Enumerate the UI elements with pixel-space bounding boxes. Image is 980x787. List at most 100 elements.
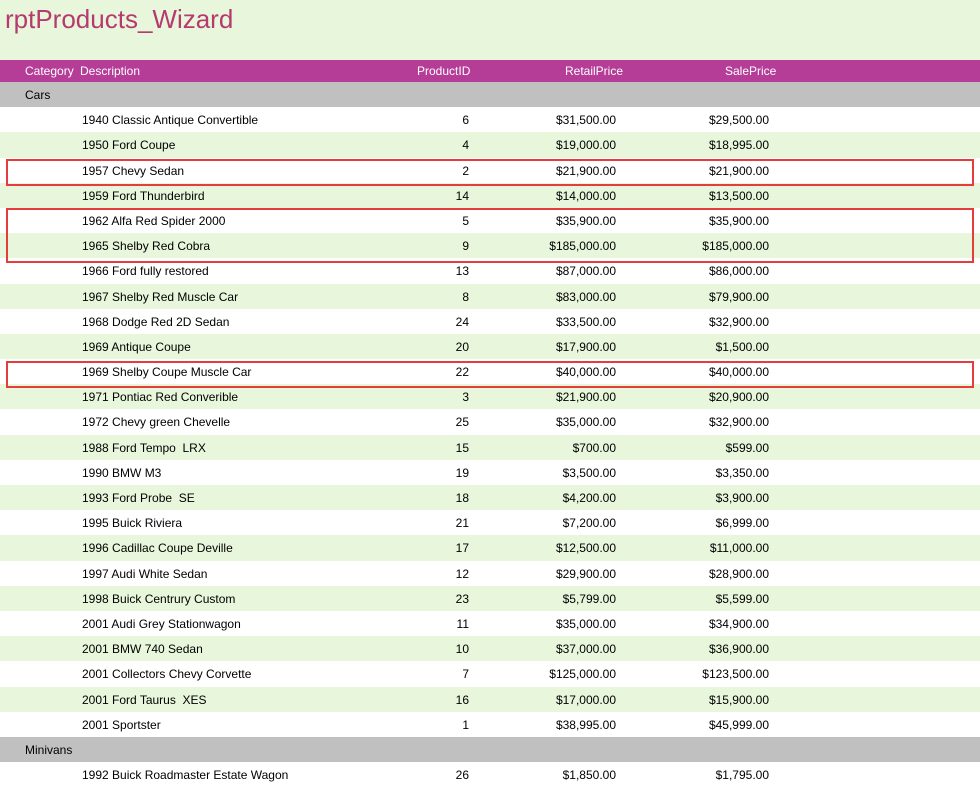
productid-cell: 17	[455, 541, 469, 556]
table-row: 2001 BMW 740 Sedan 10 $37,000.00 $36,900.00	[0, 636, 980, 662]
table-row: 1969 Antique Coupe 20 $17,900.00 $1,500.00	[0, 333, 980, 360]
table-row: 1965 Shelby Red Cobra 9 $185,000.00 $185,00…	[0, 233, 980, 259]
description-cell: 1992 Buick Roadmaster Estate Wagon	[82, 768, 289, 783]
productid-cell: 20	[455, 339, 469, 354]
productid-cell: 6	[462, 113, 469, 128]
productid-cell: 14	[455, 188, 469, 203]
retailprice-cell: $21,900.00	[555, 390, 616, 405]
description-cell: 1968 Dodge Red 2D Sedan	[82, 314, 230, 329]
retailprice-cell: $21,900.00	[555, 163, 616, 178]
description-cell: 1988 Ford Tempo LRX	[82, 440, 206, 455]
saleprice-cell: $29,500.00	[708, 113, 769, 128]
saleprice-cell: $3,900.00	[715, 491, 769, 505]
saleprice-cell: $36,900.00	[708, 642, 769, 657]
saleprice-cell: $79,900.00	[708, 289, 769, 304]
description-cell: 1959 Ford Thunderbird	[82, 188, 205, 203]
description-cell: 2001 Collectors Chevy Corvette	[82, 667, 252, 682]
table-row: 1957 Chevy Sedan 2 $21,900.00 $21,900.00	[0, 157, 980, 183]
description-cell: 1996 Cadillac Coupe Deville	[82, 541, 233, 556]
productid-cell: 16	[455, 692, 469, 707]
column-header-category[interactable]: Category	[25, 64, 74, 78]
table-row: 1988 Ford Tempo LRX 15 $700.00 $599.00	[0, 434, 980, 460]
retailprice-cell: $40,000.00	[555, 365, 616, 380]
saleprice-cell: $21,900.00	[708, 163, 769, 178]
saleprice-cell: $11,000.00	[709, 541, 769, 556]
productid-cell: 21	[455, 516, 469, 531]
saleprice-cell: $45,999.00	[708, 717, 769, 732]
retailprice-cell: $87,000.00	[555, 264, 616, 279]
description-cell: 1990 BMW M3	[82, 465, 162, 480]
table-row: 2001 Ford Taurus XES 16 $17,000.00 $15,900.…	[0, 686, 980, 712]
productid-cell: 23	[455, 591, 469, 606]
retailprice-cell: $700.00	[572, 440, 616, 455]
group-header-row: Minivans	[0, 736, 980, 763]
productid-cell: 22	[455, 365, 469, 380]
description-cell: 2001 Audi Grey Stationwagon	[82, 616, 241, 631]
retailprice-cell: $4,200.00	[562, 491, 616, 505]
saleprice-cell: $5,599.00	[715, 591, 769, 606]
saleprice-cell: $123,500.00	[702, 667, 769, 682]
column-header-productid[interactable]: ProductID	[417, 64, 471, 78]
table-row: 1950 Ford Coupe 4 $19,000.00 $18,995.00	[0, 132, 980, 158]
saleprice-cell: $40,000.00	[708, 365, 769, 380]
table-row: 1967 Shelby Red Muscle Car 8 $83,000.00 $79…	[0, 283, 980, 309]
report-title: rptProducts_Wizard	[5, 4, 234, 34]
description-cell: 1997 Audi White Sedan	[82, 566, 208, 581]
retailprice-cell: $83,000.00	[555, 289, 616, 304]
table-row: 1971 Pontiac Red Converible 3 $21,900.00 $2…	[0, 384, 980, 410]
productid-cell: 18	[455, 491, 469, 505]
saleprice-cell: $28,900.00	[708, 566, 769, 581]
column-header-saleprice[interactable]: SalePrice	[725, 64, 777, 78]
retailprice-cell: $35,000.00	[555, 616, 616, 631]
retailprice-cell: $33,500.00	[555, 314, 616, 329]
description-cell: 1993 Ford Probe SE	[82, 491, 195, 505]
description-cell: 1969 Shelby Coupe Muscle Car	[82, 365, 252, 380]
retailprice-cell: $17,900.00	[555, 339, 616, 354]
productid-cell: 7	[462, 667, 469, 682]
table-row: 2001 Collectors Chevy Corvette 7 $125,000.…	[0, 661, 980, 687]
group-category-label: Minivans	[25, 742, 73, 757]
column-header-description[interactable]: Description	[80, 64, 141, 78]
saleprice-cell: $6,999.00	[715, 516, 769, 531]
saleprice-cell: $20,900.00	[708, 390, 769, 405]
description-cell: 1967 Shelby Red Muscle Car	[82, 289, 239, 304]
table-row: 1993 Ford Probe SE 18 $4,200.00 $3,900.00	[0, 485, 980, 511]
retailprice-cell: $31,500.00	[555, 113, 616, 128]
table-row: 1990 BMW M3 19 $3,500.00 $3,350.00	[0, 459, 980, 485]
table-row: 1969 Shelby Coupe Muscle Car 22 $40,000.00…	[0, 359, 980, 385]
retailprice-cell: $29,900.00	[555, 566, 616, 581]
productid-cell: 12	[455, 566, 469, 581]
description-cell: 1957 Chevy Sedan	[82, 163, 185, 178]
table-row: 1962 Alfa Red Spider 2000 5 $35,900.00 $35,…	[0, 207, 980, 234]
retailprice-cell: $125,000.00	[549, 667, 616, 682]
saleprice-cell: $18,995.00	[708, 138, 769, 153]
table-row: 1968 Dodge Red 2D Sedan 24 $33,500.00 $32,9…	[0, 308, 980, 334]
retailprice-cell: $17,000.00	[555, 692, 616, 707]
productid-cell: 2	[462, 163, 469, 178]
table-row: 2001 Audi Grey Stationwagon 11 $35,000.00 $…	[0, 610, 980, 637]
productid-cell: 4	[462, 138, 469, 153]
group-category-label: Cars	[25, 88, 51, 102]
description-cell: 2001 Ford Taurus XES	[82, 692, 207, 707]
productid-cell: 19	[455, 465, 469, 480]
retailprice-cell: $12,500.00	[555, 541, 616, 556]
retailprice-cell: $19,000.00	[555, 138, 616, 153]
description-cell: 1971 Pontiac Red Converible	[82, 390, 239, 405]
saleprice-cell: $3,350.00	[715, 465, 769, 480]
table-row: 1966 Ford fully restored 13 $87,000.00 $86,…	[0, 258, 980, 284]
table-row: 2001 Sportster 1 $38,995.00 $45,999.00	[0, 711, 980, 737]
productid-cell: 24	[455, 314, 469, 329]
retailprice-cell: $14,000.00	[555, 188, 616, 203]
saleprice-cell: $32,900.00	[708, 314, 769, 329]
report-title-band: rptProducts_Wizard	[0, 0, 980, 60]
saleprice-cell: $86,000.00	[708, 264, 769, 279]
report-body: Cars 1940 Classic Antique Convertible 6 $31…	[0, 82, 980, 787]
column-header-retailprice[interactable]: RetailPrice	[565, 64, 624, 78]
retailprice-cell: $7,200.00	[562, 516, 616, 531]
table-row: 1940 Classic Antique Convertible 6 $31,500…	[0, 107, 980, 133]
table-row: 1972 Chevy green Chevelle 25 $35,000.00 $32…	[0, 409, 980, 435]
table-row: 1995 Buick Riviera 21 $7,200.00 $6,999.00	[0, 510, 980, 536]
productid-cell: 13	[455, 264, 469, 279]
productid-cell: 25	[455, 415, 469, 430]
saleprice-cell: $15,900.00	[708, 692, 769, 707]
